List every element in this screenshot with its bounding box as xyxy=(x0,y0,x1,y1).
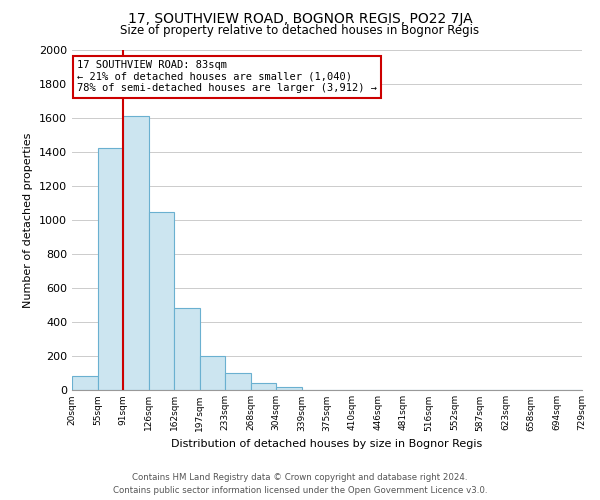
Bar xyxy=(225,373,251,390)
Y-axis label: Number of detached properties: Number of detached properties xyxy=(23,132,34,308)
Text: 17, SOUTHVIEW ROAD, BOGNOR REGIS, PO22 7JA: 17, SOUTHVIEW ROAD, BOGNOR REGIS, PO22 7… xyxy=(128,12,472,26)
Text: Contains HM Land Registry data © Crown copyright and database right 2024.
Contai: Contains HM Land Registry data © Crown c… xyxy=(113,474,487,495)
Bar xyxy=(174,308,199,390)
Bar xyxy=(72,376,97,390)
Bar xyxy=(149,212,174,390)
Bar xyxy=(276,386,302,390)
Bar xyxy=(251,383,276,390)
Bar xyxy=(199,356,225,390)
Bar xyxy=(97,148,123,390)
Text: Size of property relative to detached houses in Bognor Regis: Size of property relative to detached ho… xyxy=(121,24,479,37)
X-axis label: Distribution of detached houses by size in Bognor Regis: Distribution of detached houses by size … xyxy=(172,439,482,449)
Bar xyxy=(123,116,149,390)
Text: 17 SOUTHVIEW ROAD: 83sqm
← 21% of detached houses are smaller (1,040)
78% of sem: 17 SOUTHVIEW ROAD: 83sqm ← 21% of detach… xyxy=(77,60,377,94)
